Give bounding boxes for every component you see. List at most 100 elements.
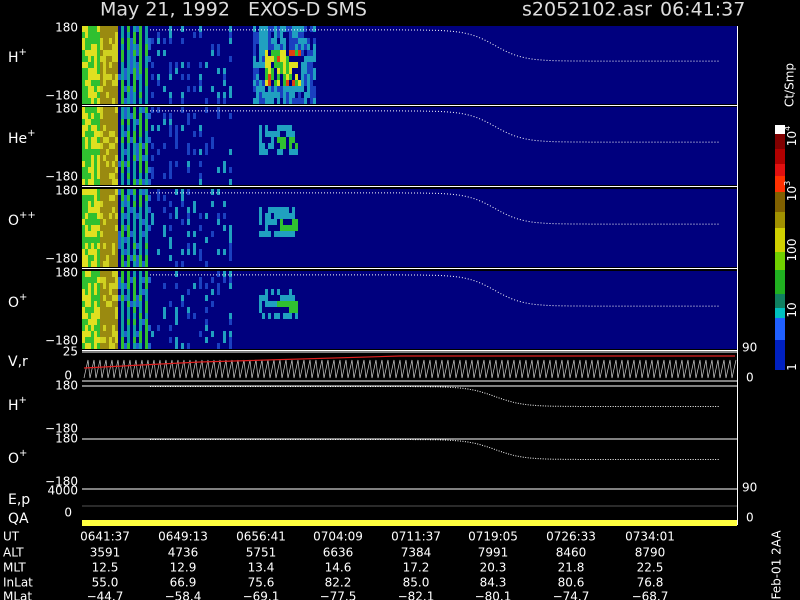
spectrogram-cell [124, 343, 127, 349]
spectrogram-cell [127, 167, 130, 173]
spectrogram-cell [82, 195, 85, 201]
spectrogram-cell [139, 295, 142, 301]
spectrogram-cell [124, 201, 127, 207]
spectrogram-cell [217, 50, 220, 56]
spectrogram-cell [133, 56, 136, 62]
spectrogram-cell [292, 225, 295, 231]
spectrogram-cell [109, 173, 112, 179]
spectrogram-cell [265, 295, 268, 301]
spectrogram-cell [169, 325, 172, 331]
spectrogram-cell [103, 243, 106, 249]
spectrogram-cell [100, 179, 103, 185]
spectrogram-cell [97, 68, 100, 74]
spectrogram-cell [139, 307, 142, 313]
spectrogram-cell [82, 80, 85, 86]
spectrogram-cell [139, 313, 142, 319]
spectrogram-cell [112, 207, 115, 213]
spectrogram-cell [133, 195, 136, 201]
spectrogram-cell [310, 92, 313, 98]
spectrogram-cell [109, 137, 112, 143]
spectrogram-cell [169, 98, 172, 104]
spectrogram-cell [112, 289, 115, 295]
spectrogram-cell [121, 38, 124, 44]
spectrogram-cell [136, 44, 139, 50]
spectrogram-cell [217, 213, 220, 219]
spectrogram-cell [139, 113, 142, 119]
spectrogram-cell [139, 86, 142, 92]
spectrogram-cell [289, 92, 292, 98]
spectrogram-cell [112, 331, 115, 337]
spectrogram-cell [139, 195, 142, 201]
spectrogram-cell [265, 68, 268, 74]
spectrogram-cell [91, 337, 94, 343]
spectrogram-cell [97, 50, 100, 56]
cell: −82.1 [398, 590, 435, 600]
spectrogram-cell [112, 201, 115, 207]
tick-base: 10 [785, 131, 799, 146]
spectrogram-cell [181, 62, 184, 68]
spectrogram-cell [181, 38, 184, 44]
spectrogram-cell [106, 195, 109, 201]
spectrogram-cell [91, 86, 94, 92]
spectrogram-cell [82, 26, 85, 32]
spectrogram-cell [139, 255, 142, 261]
spectrogram-cell [262, 44, 265, 50]
spectrogram-cell [148, 343, 151, 349]
spectrogram-cell [217, 219, 220, 225]
spectrogram-cell [223, 337, 226, 343]
spectrogram-cell [205, 295, 208, 301]
spectrogram-cell [106, 343, 109, 349]
spectrogram-cell [169, 301, 172, 307]
colorbar-swatch [775, 176, 785, 192]
spectrogram-cell [88, 107, 91, 113]
spectrogram-cell [97, 255, 100, 261]
spectrogram-cell [91, 80, 94, 86]
spectrogram-cell [100, 189, 103, 195]
spectrogram-cell [127, 331, 130, 337]
cell: 0704:09 [313, 530, 363, 544]
spectrogram-cell [85, 325, 88, 331]
qa-label: QA [8, 511, 29, 527]
spectrogram-bg [82, 26, 737, 104]
spectrogram-cell [115, 271, 118, 277]
spectrogram-cell [145, 125, 148, 131]
spectrogram-cell [121, 125, 124, 131]
spectrogram-cell [109, 179, 112, 185]
spectrogram-cell [265, 231, 268, 237]
spectrogram-cell [139, 149, 142, 155]
spectrogram-cell [115, 343, 118, 349]
spectrogram-cell [223, 167, 226, 173]
colorbar-swatch [775, 252, 785, 270]
spectrogram-cell [187, 219, 190, 225]
spectrogram-cell [298, 92, 301, 98]
spectrogram-cell [82, 283, 85, 289]
spectrogram-cell [103, 149, 106, 155]
spectrogram-cell [88, 80, 91, 86]
spectrogram-cell [199, 173, 202, 179]
spectrogram-cell [85, 261, 88, 267]
spectrogram-cell [88, 179, 91, 185]
spectrogram-cell [148, 207, 151, 213]
spectrogram-cell [121, 313, 124, 319]
spectrogram-cell [292, 50, 295, 56]
velocity-trace [83, 359, 737, 379]
spectrogram-cell [112, 173, 115, 179]
spectrogram-cell [82, 86, 85, 92]
cell: −58.4 [165, 590, 202, 600]
spectrogram-cell [304, 80, 307, 86]
spectrogram-cell [289, 301, 292, 307]
spectrogram-cell [145, 38, 148, 44]
spectrogram-cell [151, 219, 154, 225]
spectrogram-cell [91, 26, 94, 32]
spectrogram-cell [97, 149, 100, 155]
spectrogram-cell [265, 225, 268, 231]
spectrogram-cell [94, 155, 97, 161]
spectrogram-cell [229, 113, 232, 119]
cell: −44.7 [87, 590, 124, 600]
spectrogram-cell [283, 207, 286, 213]
spectrogram-cell [121, 68, 124, 74]
spectrogram-cell [193, 131, 196, 137]
spectrogram-cell [118, 237, 121, 243]
spectrogram-cell [103, 343, 106, 349]
spectrogram-cell [139, 155, 142, 161]
